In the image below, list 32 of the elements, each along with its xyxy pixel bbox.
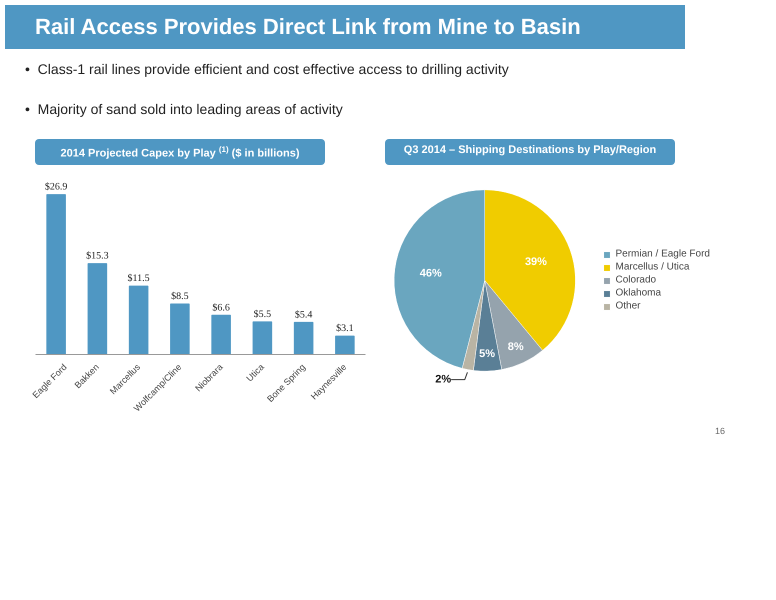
chart-title: 2014 Projected Capex by Play $^{(1)}$ ($ in billions)	[60, 144, 300, 162]
legend-label: Permian / Eagle Ford	[616, 248, 710, 260]
data-label: $6.6	[212, 302, 230, 314]
data-label: $3.1	[336, 323, 354, 334]
legend-label: Other	[616, 300, 641, 312]
bar	[211, 314, 231, 354]
bar	[294, 322, 314, 354]
text: 16	[714, 425, 725, 438]
data-label: 8%	[508, 340, 524, 353]
bar	[252, 321, 272, 354]
chart-title: Q3 2014 – Shipping Destinations by Play/Region	[404, 143, 656, 158]
data-label: $15.3	[86, 250, 109, 262]
data-label: $5.4	[294, 309, 312, 320]
bar	[335, 336, 355, 354]
data-label: $8.5	[171, 291, 189, 302]
data-label: 5%	[479, 348, 496, 360]
legend-label: Colorado	[616, 274, 656, 286]
legend-label: Oklahoma	[616, 288, 662, 298]
data-label: 46%	[420, 268, 442, 280]
data-label: 2%	[435, 374, 452, 386]
bar	[128, 286, 148, 354]
bar	[46, 194, 66, 354]
data-label: $26.9	[44, 182, 68, 193]
text: • Majority of sand sold into leading areas of activity	[25, 100, 343, 119]
data-label: $5.5	[254, 308, 272, 320]
legend-label: Marcellus / Utica	[616, 262, 690, 272]
bar	[170, 304, 190, 354]
text: • Class-1 rail lines provide efficient and cost effective access to drilling activity	[25, 60, 509, 79]
data-label: $11.5	[128, 273, 150, 284]
bar	[88, 263, 108, 354]
data-label: 39%	[524, 256, 548, 268]
text: Rail Access Provides Direct Link from Mine to Basin	[35, 13, 581, 41]
